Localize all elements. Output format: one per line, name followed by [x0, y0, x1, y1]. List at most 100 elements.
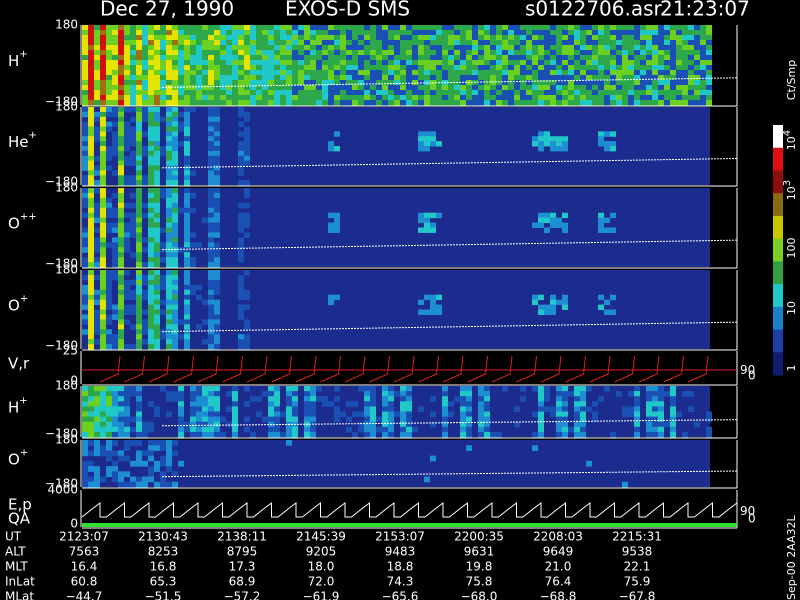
- spectrogram-cell: [142, 40, 148, 46]
- spectrogram-cell: [118, 304, 124, 310]
- spectrogram-cell: [196, 284, 202, 291]
- spectrogram-cell: [208, 274, 214, 281]
- spectrogram-cell: [598, 80, 604, 86]
- spectrogram-cell: [136, 319, 142, 325]
- spectrogram-cell: [400, 391, 406, 397]
- spectrogram-cell: [478, 421, 484, 428]
- spectrogram-cell: [502, 85, 508, 91]
- colorbar-swatch: [773, 306, 783, 331]
- spectrogram-cell: [262, 40, 268, 46]
- spectrogram-cell: [538, 80, 544, 86]
- spectrogram-cell: [232, 396, 238, 402]
- spectrogram-cell: [388, 30, 394, 36]
- spectrogram-cell: [424, 25, 430, 31]
- spectrogram-cell: [214, 334, 220, 340]
- panel-label: O++: [8, 212, 37, 233]
- spectrogram-cell: [400, 55, 406, 61]
- spectrogram-cell: [100, 252, 106, 258]
- spectrogram-cell: [112, 111, 118, 118]
- spectrogram-cell: [316, 25, 322, 31]
- spectrogram-cell: [208, 165, 214, 171]
- spectrogram-cell: [196, 242, 202, 248]
- spectrogram-cell: [154, 309, 160, 315]
- spectrogram-cell: [460, 426, 466, 433]
- spectrogram-cell: [208, 309, 214, 315]
- spectrogram-cell: [196, 40, 202, 46]
- spectrogram-cell: [688, 90, 694, 96]
- spectrogram-cell: [526, 40, 532, 46]
- spectrogram-cell: [112, 450, 118, 457]
- panel-frame: [82, 490, 710, 527]
- spectrogram-cell: [190, 257, 196, 263]
- spectrogram-cell: [496, 30, 502, 36]
- spectrogram-cell: [346, 50, 352, 56]
- spectrogram-cell: [118, 314, 124, 320]
- spectrogram-cell: [244, 25, 250, 31]
- spectrogram-cell: [646, 100, 652, 106]
- spectrogram-cell: [196, 45, 202, 51]
- spectrogram-cell: [244, 35, 250, 41]
- spectrogram-cell: [430, 136, 436, 142]
- spectrogram-cell: [136, 160, 142, 166]
- spectrogram-cell: [106, 90, 112, 96]
- spectrogram-cell: [334, 70, 340, 76]
- spectrogram-cell: [478, 416, 484, 423]
- spectrogram-cell: [196, 396, 202, 402]
- spectrogram-cell: [268, 45, 274, 51]
- spectrogram-cell: [148, 440, 154, 446]
- spectrogram-cell: [244, 40, 250, 46]
- spectrogram-cell: [562, 411, 568, 418]
- row-value: 16.4: [71, 560, 98, 574]
- spectrogram-cell: [328, 299, 334, 306]
- spectrogram-cell: [214, 242, 220, 248]
- spectrogram-cell: [622, 481, 628, 488]
- spectrogram-cell: [574, 401, 580, 407]
- spectrogram-cell: [544, 304, 550, 310]
- spectrogram-cell: [460, 35, 466, 41]
- spectrogram-cell: [514, 70, 520, 76]
- spectrogram-cell: [166, 324, 172, 330]
- spectrogram-cell: [82, 445, 88, 451]
- spectrogram-cell: [454, 75, 460, 81]
- spectrogram-cell: [82, 401, 88, 407]
- spectrogram-cell: [682, 85, 688, 91]
- spectrogram-cell: [610, 65, 616, 71]
- spectrogram-cell: [460, 55, 466, 61]
- spectrogram-cell: [238, 314, 244, 320]
- spectrogram-cell: [442, 401, 448, 407]
- spectrogram-cell: [124, 232, 130, 238]
- spectrogram-cell: [310, 35, 316, 41]
- spectrogram-cell: [520, 85, 526, 91]
- spectrogram-cell: [112, 150, 118, 157]
- spectrogram-cell: [442, 391, 448, 397]
- axis-bottom: −180: [45, 477, 78, 491]
- spectrogram-cell: [106, 45, 112, 51]
- spectrogram-cell: [430, 131, 436, 137]
- spectrogram-cell: [538, 35, 544, 41]
- spectrogram-cell: [322, 35, 328, 41]
- spectrogram-cell: [430, 45, 436, 51]
- spectrogram-cell: [82, 391, 88, 397]
- spectrogram-cell: [142, 60, 148, 66]
- spectrogram-cell: [88, 406, 94, 412]
- spectrogram-cell: [274, 50, 280, 56]
- spectrogram-cell: [130, 25, 136, 31]
- spectrogram-cell: [454, 45, 460, 51]
- spectrogram-cell: [88, 309, 94, 315]
- spectrogram-cell: [442, 95, 448, 101]
- spectrogram-cell: [112, 90, 118, 96]
- spectrogram-cell: [154, 270, 160, 276]
- spectrogram-cell: [328, 55, 334, 61]
- spectrogram-cell: [628, 50, 634, 56]
- spectrogram-cell: [424, 50, 430, 56]
- spectrogram-cell: [154, 55, 160, 61]
- spectrogram-cell: [592, 30, 598, 36]
- spectrogram-cell: [604, 40, 610, 46]
- spectrogram-cell: [304, 406, 310, 412]
- spectrogram-cell: [214, 70, 220, 76]
- spectrogram-cell: [502, 65, 508, 71]
- spectrogram-cell: [364, 391, 370, 397]
- spectrogram-cell: [292, 50, 298, 56]
- spectrogram-cell: [172, 232, 178, 238]
- spectrogram-cell: [418, 146, 424, 152]
